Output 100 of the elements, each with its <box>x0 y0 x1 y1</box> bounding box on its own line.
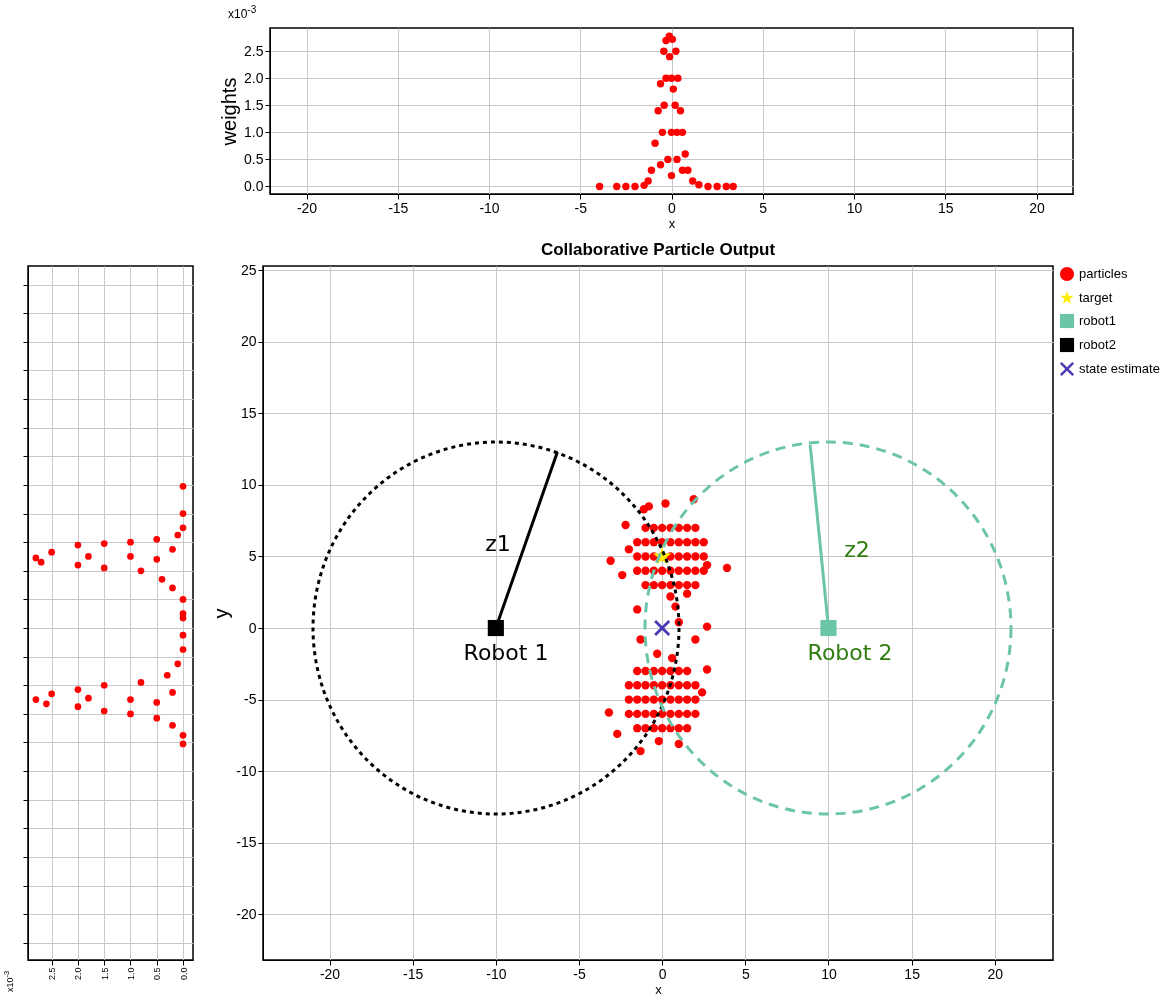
annotation: z2 <box>844 536 870 562</box>
point <box>100 540 108 547</box>
legend-label: target <box>1079 290 1113 305</box>
point <box>179 732 187 739</box>
legend-label: state estimate <box>1079 361 1160 376</box>
y-tick-label: 2.5 <box>244 42 264 59</box>
point <box>729 182 737 191</box>
annotation: z1 <box>485 530 511 556</box>
point <box>137 567 145 575</box>
legend-label: robot2 <box>1079 337 1116 352</box>
x-tick-label: 1.5 <box>99 967 110 981</box>
y-tick-label: -5 <box>244 691 257 708</box>
point <box>664 155 672 164</box>
point <box>163 671 171 679</box>
x-tick-label: 0.5 <box>152 967 163 981</box>
annotation: Robot 2 <box>807 639 893 665</box>
point <box>667 74 676 82</box>
point <box>100 564 108 572</box>
y-tick-label: -10 <box>236 762 257 779</box>
point <box>654 107 662 115</box>
point <box>179 483 187 490</box>
point <box>665 52 674 61</box>
y-tick-label: 10 <box>240 476 257 493</box>
point <box>631 182 639 191</box>
point <box>85 694 92 702</box>
x-tick-label: -15 <box>403 965 424 982</box>
x-tick-label: 20 <box>987 965 1004 982</box>
x-tick-label: -20 <box>296 199 318 216</box>
point <box>676 107 685 115</box>
text: x10$^{-3}$ <box>228 4 257 21</box>
x-tick-label: 15 <box>937 199 954 216</box>
y-axis-title: weights <box>218 77 241 147</box>
x-tick-label: 5 <box>759 199 768 216</box>
x-tick-label: -5 <box>573 965 586 982</box>
point <box>127 538 134 546</box>
point <box>100 681 108 689</box>
point <box>671 101 679 110</box>
point <box>688 177 697 185</box>
x-tick-label: 1.0 <box>125 967 136 981</box>
y-tick-label: 1.0 <box>244 123 264 140</box>
y-tick-label: 2.0 <box>244 69 264 86</box>
x-tick-label: 10 <box>846 199 863 216</box>
point <box>695 181 703 189</box>
point <box>169 689 176 696</box>
point <box>179 740 187 748</box>
y-axis-title: y <box>210 608 233 619</box>
point <box>656 79 665 88</box>
x-axis-title: x <box>655 981 663 997</box>
x-tick-label: 20 <box>1029 199 1045 216</box>
x-tick-label: 0.0 <box>178 967 189 981</box>
point <box>660 47 668 55</box>
point <box>153 535 161 543</box>
point <box>179 646 187 653</box>
legend-label: particles <box>1079 266 1128 281</box>
x-tick-label: 15 <box>904 965 921 982</box>
x-tick-label: -15 <box>388 199 409 216</box>
point <box>153 555 161 563</box>
point <box>153 714 161 722</box>
x-axis-title: x <box>668 215 676 231</box>
y-tick-label: 20 <box>240 333 257 350</box>
x-tick-label: 5 <box>741 965 750 982</box>
y-tick-label: 0.0 <box>244 177 264 194</box>
point <box>713 182 721 191</box>
point <box>158 576 166 583</box>
point <box>174 531 182 539</box>
point <box>668 35 677 44</box>
x-tick-label: 10 <box>821 965 837 982</box>
point <box>669 85 678 93</box>
y-tick-label: 0 <box>248 619 257 636</box>
point <box>74 703 82 711</box>
y-tick-label: 15 <box>240 404 257 421</box>
x-tick-label: 2.0 <box>73 967 84 981</box>
x-tick-label: 0 <box>658 965 667 982</box>
point <box>673 155 681 164</box>
x-tick-label: 2.5 <box>47 967 58 981</box>
point <box>722 182 730 191</box>
point <box>678 166 687 174</box>
point <box>179 631 187 639</box>
x-tick-label: -20 <box>319 965 341 982</box>
point <box>660 101 668 110</box>
point <box>674 74 682 82</box>
point <box>658 128 667 137</box>
point <box>681 150 689 158</box>
point <box>672 47 680 55</box>
point <box>179 524 187 532</box>
point <box>595 182 604 191</box>
chart-title: Collaborative Particle Output <box>540 240 776 260</box>
point <box>127 696 134 703</box>
point <box>43 700 50 708</box>
point <box>704 182 712 191</box>
point <box>48 548 55 556</box>
point <box>74 561 82 569</box>
point <box>127 553 134 560</box>
y-tick-label: 1.5 <box>244 96 264 113</box>
point <box>137 679 145 686</box>
point <box>32 696 40 703</box>
point <box>179 596 187 603</box>
point <box>74 686 82 693</box>
point <box>174 660 182 668</box>
y-tick-label: -20 <box>236 905 257 922</box>
